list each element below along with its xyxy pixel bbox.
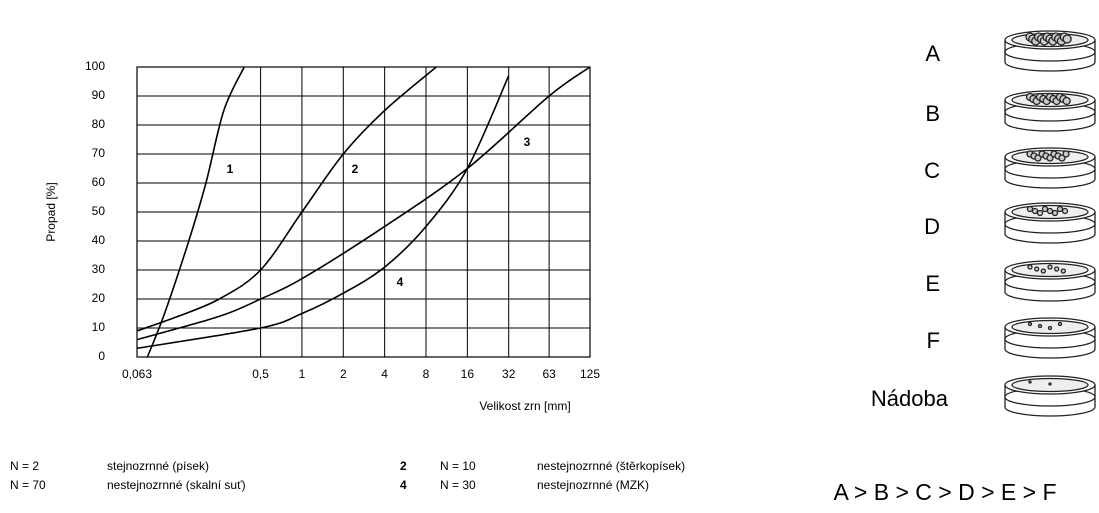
legend-n: N = 70: [10, 478, 46, 492]
grain: [1034, 266, 1040, 272]
grain: [1046, 207, 1054, 215]
grading-curve: [136, 66, 437, 332]
grain: [1056, 205, 1064, 213]
y-tick-label: 100: [85, 59, 105, 73]
grading-curve: [146, 66, 245, 358]
curve-label: 1: [227, 162, 234, 176]
y-tick-label: 20: [92, 291, 106, 305]
x-tick-label: 0,5: [252, 367, 269, 381]
sieve: [1004, 90, 1096, 132]
grading-curve: [136, 75, 510, 350]
legend-n: N = 10: [440, 459, 476, 473]
grain: [1028, 380, 1032, 384]
sieve: [1004, 30, 1096, 72]
x-tick-label: 32: [502, 367, 516, 381]
grain: [1062, 150, 1070, 158]
y-tick-label: 0: [98, 349, 105, 363]
grading-curve: [136, 66, 591, 341]
legend-text: stejnozrnné (písek): [107, 459, 209, 473]
grain: [1051, 209, 1059, 217]
y-tick-label: 70: [92, 146, 106, 160]
grain: [1047, 264, 1053, 270]
curve-label: 3: [524, 135, 531, 149]
sieve-label: A: [925, 41, 940, 66]
sieve-labels: A B C D E F Nádoba: [871, 41, 949, 411]
x-tick-label: 1: [299, 367, 306, 381]
grain: [1027, 264, 1033, 270]
x-tick-label: 2: [340, 367, 347, 381]
sieve: [1004, 202, 1096, 244]
sieve: [1004, 375, 1096, 417]
grain: [1060, 268, 1066, 274]
grain: [1062, 96, 1071, 106]
sieve: [1004, 147, 1096, 189]
sieve-label: D: [924, 214, 940, 239]
sieve-label: F: [927, 328, 940, 353]
y-tick-label: 30: [92, 262, 106, 276]
x-tick-label: 0,063: [122, 367, 152, 381]
grain: [1041, 205, 1049, 213]
y-tick-label: 60: [92, 175, 106, 189]
legend-text: nestejnozrnné (štěrkopísek): [537, 459, 685, 473]
x-tick-label: 8: [423, 367, 430, 381]
grain: [1040, 268, 1046, 274]
plot-frame: [136, 66, 591, 358]
y-axis-title: Propad [%]: [44, 182, 58, 241]
x-tick-label: 4: [381, 367, 388, 381]
sieve: [1004, 260, 1096, 302]
grain: [1026, 205, 1034, 213]
grain: [1037, 323, 1043, 329]
legend-text: nestejnozrnné (MZK): [537, 478, 649, 492]
grain: [1062, 34, 1072, 44]
x-axis-title: Velikost zrn [mm]: [479, 399, 570, 413]
sieve-label: B: [925, 101, 940, 126]
y-tick-label: 50: [92, 204, 106, 218]
sieve-stack: [1004, 30, 1096, 417]
x-tick-label: 63: [542, 367, 556, 381]
grain: [1047, 325, 1053, 331]
y-tick-label: 90: [92, 88, 106, 102]
grain: [1061, 207, 1069, 215]
y-tick-label: 80: [92, 117, 106, 131]
x-tick-label: 125: [580, 367, 600, 381]
sieve-order: A > B > C > D > E > F: [833, 479, 1056, 505]
grain: [1027, 321, 1033, 327]
x-tick-label: 16: [461, 367, 475, 381]
grain: [1036, 209, 1044, 217]
sieve-label: E: [925, 271, 940, 296]
legend-n: N = 2: [10, 459, 39, 473]
y-tick-label: 10: [92, 320, 106, 334]
grain: [1054, 266, 1060, 272]
legend-key: 4: [400, 478, 407, 492]
y-tick-label: 40: [92, 233, 106, 247]
legend-n: N = 30: [440, 478, 476, 492]
grain: [1057, 321, 1063, 327]
sieve-label: Nádoba: [871, 386, 949, 411]
curve-label: 4: [397, 275, 404, 289]
curve-label: 2: [352, 162, 359, 176]
legend-text: nestejnozrnné (skalní suť): [107, 478, 246, 492]
legend-key: 2: [400, 459, 407, 473]
sieve-label: C: [924, 158, 940, 183]
grain: [1031, 207, 1039, 215]
sieve: [1004, 317, 1096, 359]
grain: [1048, 382, 1052, 386]
